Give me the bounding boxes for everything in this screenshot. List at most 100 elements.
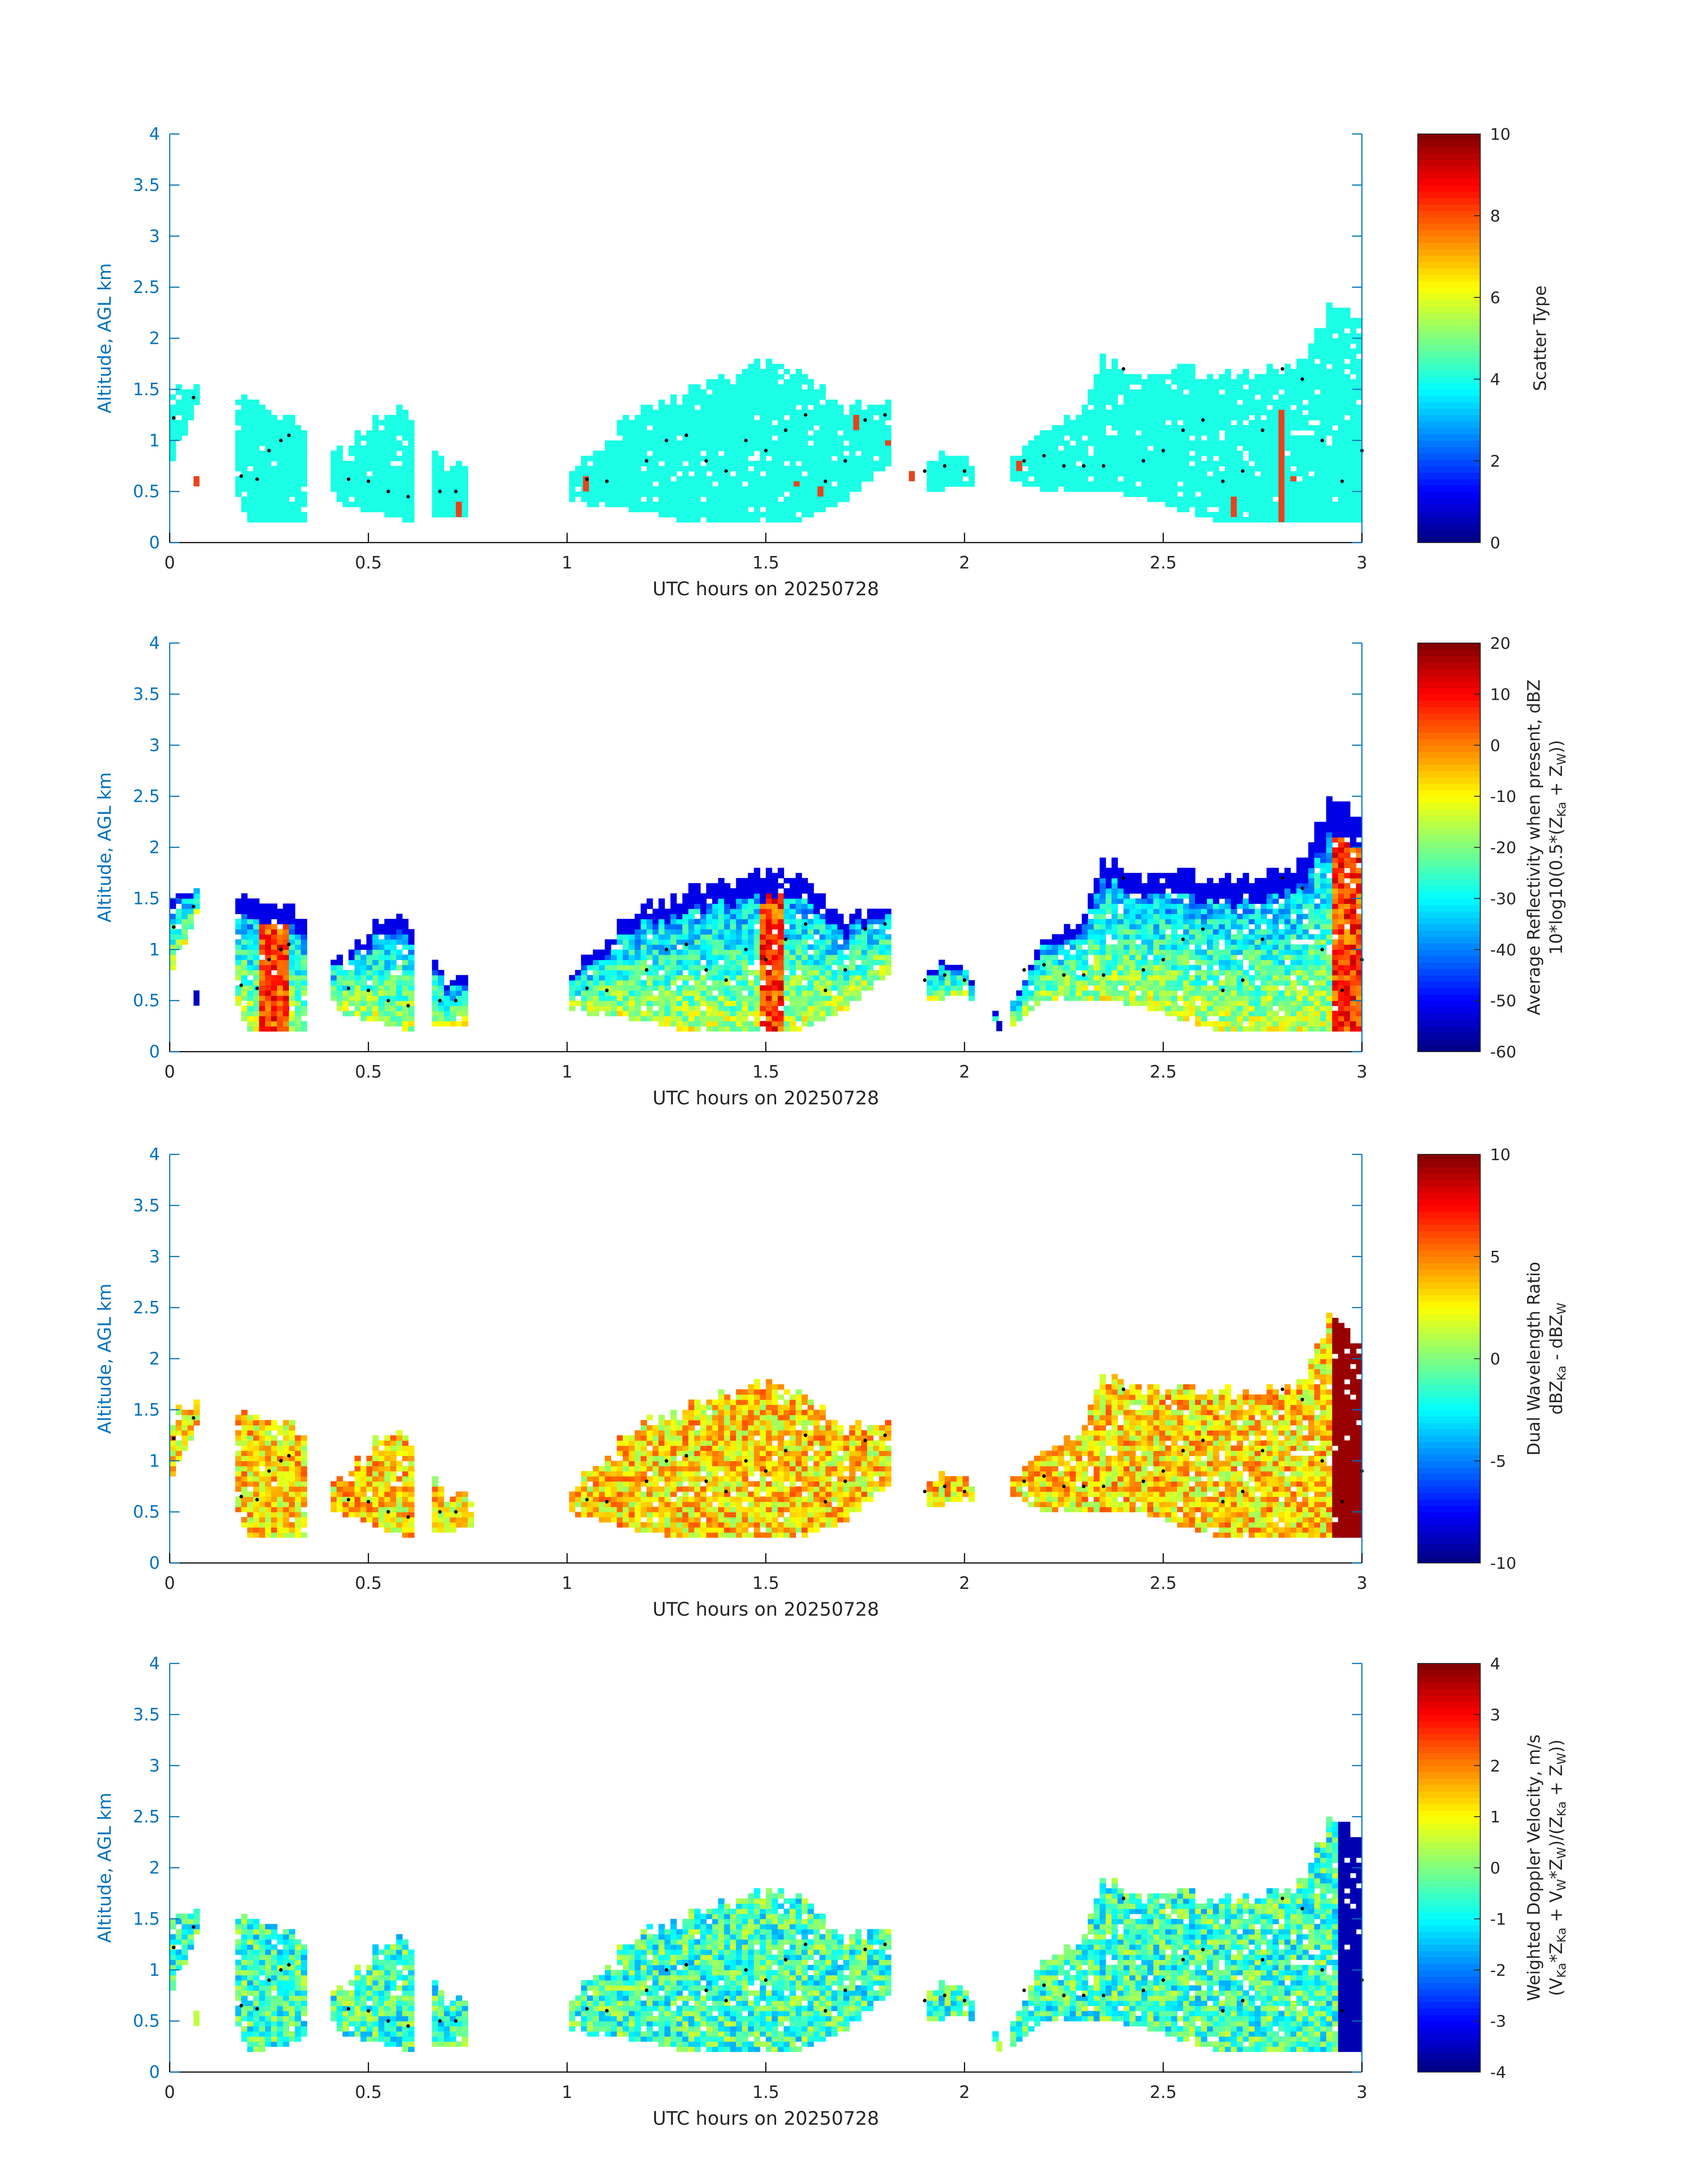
- cloud-base-point: [239, 474, 243, 478]
- heatmap-cell: [1320, 466, 1327, 472]
- heatmap-cell: [819, 497, 826, 502]
- heatmap-cell: [1171, 420, 1178, 426]
- heatmap-cell: [1356, 323, 1362, 329]
- heatmap-cell: [658, 486, 665, 492]
- heatmap-cell: [295, 1015, 301, 1022]
- heatmap-cell: [390, 954, 397, 960]
- heatmap-cell: [736, 491, 743, 497]
- heatmap-cell: [861, 430, 868, 436]
- heatmap-cell: [1099, 384, 1106, 390]
- heatmap-cell: [188, 914, 194, 919]
- heatmap-cell: [1111, 425, 1118, 431]
- heatmap-cell: [1177, 394, 1184, 400]
- heatmap-cell: [455, 990, 462, 996]
- heatmap-cell: [1224, 461, 1232, 467]
- heatmap-cell: [807, 415, 814, 421]
- heatmap-cell: [1266, 409, 1273, 415]
- heatmap-cell: [396, 430, 403, 436]
- heatmap-cell: [682, 980, 689, 986]
- heatmap-cell: [640, 445, 647, 451]
- heatmap-cell: [754, 486, 760, 492]
- heatmap-cell: [1099, 451, 1106, 456]
- heatmap-cell: [1254, 445, 1261, 451]
- heatmap-cell: [277, 1000, 284, 1006]
- heatmap-cell: [1106, 461, 1112, 467]
- heatmap-cell: [1350, 338, 1357, 344]
- heatmap-cell: [444, 486, 451, 492]
- heatmap-cell: [1052, 481, 1058, 487]
- heatmap-cell: [1272, 486, 1279, 492]
- heatmap-cell: [1272, 445, 1279, 451]
- heatmap-cell: [378, 445, 385, 451]
- heatmap-cell: [348, 476, 355, 482]
- heatmap-cell: [1207, 420, 1214, 426]
- heatmap-cell: [384, 944, 391, 950]
- heatmap-cell: [688, 445, 695, 451]
- heatmap-cell: [647, 1011, 653, 1016]
- heatmap-cell: [253, 980, 260, 986]
- heatmap-cell: [1058, 476, 1065, 482]
- colorbar-tick-label: 8: [1490, 207, 1500, 226]
- heatmap-cell: [640, 471, 647, 477]
- heatmap-cell: [462, 491, 468, 497]
- heatmap-cell: [1261, 405, 1267, 410]
- heatmap-cell: [1326, 420, 1333, 426]
- heatmap-cell: [1284, 476, 1291, 482]
- heatmap-cell: [396, 919, 403, 924]
- heatmap-cell: [1207, 394, 1214, 400]
- heatmap-cell: [652, 908, 659, 914]
- heatmap-cell: [802, 405, 808, 410]
- heatmap-cell: [676, 476, 683, 482]
- heatmap-cell: [664, 497, 671, 502]
- heatmap-cell: [283, 1011, 289, 1016]
- heatmap-cell: [1117, 405, 1124, 410]
- heatmap-cell: [1189, 430, 1195, 436]
- heatmap-cell: [664, 501, 671, 507]
- heatmap-cell: [789, 883, 796, 889]
- heatmap-cell: [1147, 486, 1154, 492]
- heatmap-cell: [1117, 435, 1124, 441]
- heatmap-cell: [664, 471, 671, 477]
- heatmap-cell: [736, 995, 743, 1001]
- heatmap-cell: [1159, 405, 1166, 410]
- heatmap-cell: [1076, 471, 1082, 477]
- heatmap-cell: [629, 486, 635, 492]
- heatmap-cell: [1224, 455, 1232, 461]
- heatmap-cell: [295, 980, 301, 986]
- heatmap-cell: [640, 415, 647, 421]
- heatmap-cell: [652, 954, 659, 960]
- scatter-type-cell: [1231, 497, 1237, 517]
- heatmap-cell: [462, 471, 468, 477]
- heatmap-cell: [772, 497, 778, 502]
- heatmap-cell: [1153, 384, 1160, 390]
- heatmap-cell: [1350, 359, 1357, 364]
- heatmap-cell: [271, 924, 278, 930]
- heatmap-cell: [1207, 389, 1214, 395]
- heatmap-cell: [265, 970, 271, 976]
- heatmap-cell: [617, 491, 623, 497]
- heatmap-cell: [664, 466, 671, 472]
- heatmap-cell: [1261, 445, 1267, 451]
- heatmap-cell: [247, 399, 254, 405]
- heatmap-cell: [330, 980, 337, 986]
- heatmap-cell: [1147, 466, 1154, 472]
- heatmap-cell: [813, 990, 820, 996]
- heatmap-cell: [1284, 501, 1291, 507]
- heatmap-cell: [366, 430, 373, 436]
- heatmap-cell: [271, 908, 278, 914]
- heatmap-cell: [843, 415, 850, 421]
- heatmap-cell: [247, 1015, 254, 1022]
- heatmap-cell: [1356, 425, 1362, 431]
- heatmap-cell: [181, 914, 188, 919]
- heatmap-cell: [802, 497, 808, 502]
- heatmap-cell: [1326, 491, 1333, 497]
- heatmap-cell: [354, 486, 361, 492]
- heatmap-cell: [658, 985, 665, 991]
- heatmap-cell: [402, 517, 409, 522]
- heatmap-cell: [1332, 318, 1339, 323]
- heatmap-cell: [1135, 374, 1142, 380]
- heatmap-cell: [605, 939, 611, 945]
- heatmap-cell: [175, 893, 182, 899]
- heatmap-cell: [1177, 471, 1184, 477]
- heatmap-cell: [766, 914, 773, 919]
